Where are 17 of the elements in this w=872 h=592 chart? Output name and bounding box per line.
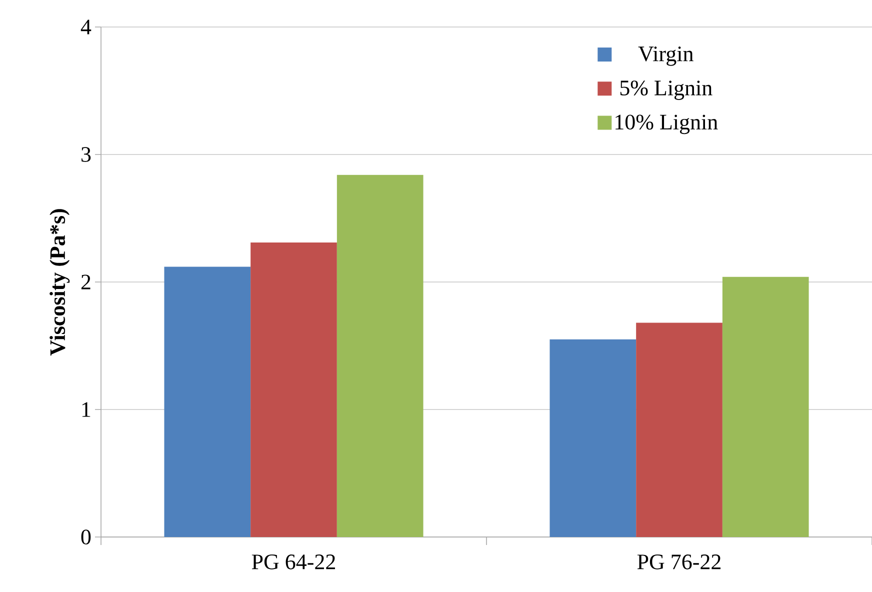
x-tick-label: PG 76-22 <box>637 554 720 570</box>
y-tick-label: 1 <box>82 402 90 417</box>
bar <box>250 242 337 537</box>
y-axis-title: Viscosity (Pa*s) <box>50 209 70 356</box>
legend-label: 10% Lignin <box>616 114 718 134</box>
legend-label: 5% Lignin <box>620 80 712 100</box>
bar <box>164 266 251 537</box>
y-tick-label: 2 <box>81 274 90 290</box>
y-tick-label: 0 <box>81 530 91 544</box>
bar <box>550 339 636 537</box>
y-tick-label: 4 <box>80 20 92 34</box>
bar <box>336 174 424 537</box>
y-tick-label: 3 <box>82 147 91 162</box>
bar <box>636 322 722 537</box>
bar <box>722 276 809 537</box>
x-tick-label: PG 64-22 <box>252 554 335 570</box>
legend-label: Virgin <box>638 46 694 66</box>
